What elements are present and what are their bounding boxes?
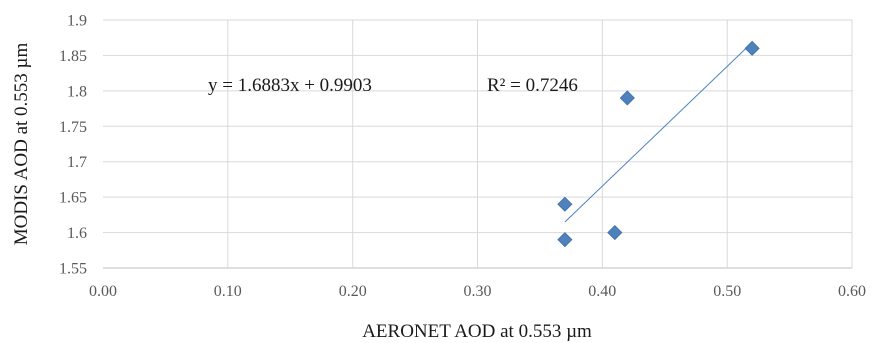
data-point-diamond (607, 225, 623, 241)
y-axis-ticks: 1.55 1.6 1.65 1.7 1.75 1.8 1.85 1.9 (59, 13, 87, 278)
y-tick-label: 1.85 (59, 48, 87, 65)
gridlines (103, 19, 853, 269)
data-point-diamond (557, 232, 573, 248)
data-point-diamond (619, 90, 635, 106)
y-tick-label: 1.8 (67, 83, 87, 100)
x-tick-label: 0.60 (838, 283, 866, 300)
data-point-diamond (744, 40, 760, 56)
linear-trendline (564, 42, 753, 223)
data-points (557, 40, 760, 248)
x-axis-title: AERONET AOD at 0.553 µm (362, 321, 592, 342)
y-tick-label: 1.6 (67, 225, 87, 242)
x-tick-label: 0.40 (588, 283, 616, 300)
r-squared-annotation: R² = 0.7246 (487, 75, 578, 96)
x-tick-label: 0.20 (339, 283, 367, 300)
x-axis-ticks: 0.00 0.10 0.20 0.30 0.40 0.50 0.60 (89, 283, 866, 300)
y-tick-label: 1.7 (67, 154, 87, 171)
y-tick-label: 1.55 (59, 261, 87, 278)
y-tick-label: 1.65 (59, 190, 87, 207)
y-tick-label: 1.75 (59, 119, 87, 136)
equation-annotation: y = 1.6883x + 0.9903 (208, 75, 372, 96)
trendline-layer (564, 42, 753, 223)
y-tick-label: 1.9 (67, 13, 87, 30)
x-tick-label: 0.50 (713, 283, 741, 300)
x-tick-label: 0.00 (89, 283, 117, 300)
x-tick-label: 0.30 (464, 283, 492, 300)
data-point-diamond (557, 196, 573, 212)
x-tick-label: 0.10 (214, 283, 242, 300)
y-axis-title: MODIS AOD at 0.553 µm (11, 43, 32, 246)
